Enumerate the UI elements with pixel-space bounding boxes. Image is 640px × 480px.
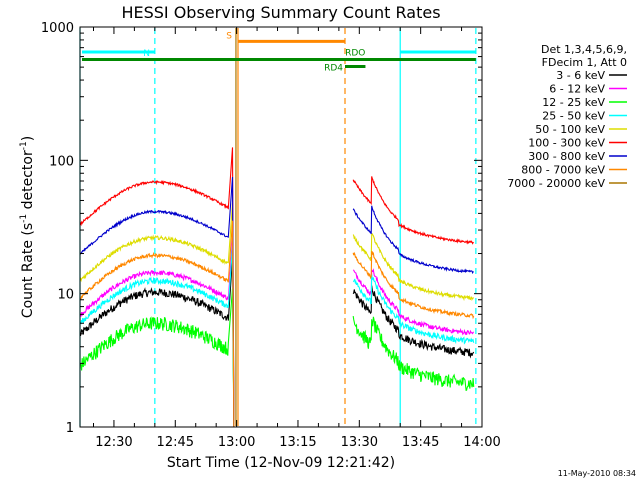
series-12-25kev-pre	[80, 288, 235, 428]
series-800-7000kev-pre	[79, 220, 235, 428]
series-50-100kev-post	[352, 233, 475, 302]
series-800-7000kev-post	[352, 251, 475, 320]
series-6-12kev-pre	[79, 237, 235, 428]
legend-label: 25 - 50 keV	[542, 110, 605, 123]
y-label-part-1: Count Rate (s	[20, 223, 36, 318]
y-axis-label: Count Rate (s-1 detector-1)	[19, 136, 36, 318]
flag-label-s: S	[226, 31, 232, 41]
flag-label-rd4: RD4	[324, 64, 343, 74]
y-label-exp-1: -1	[19, 214, 29, 223]
legend-header-line-1: Det 1,3,4,5,6,9,	[541, 43, 627, 56]
plot-frame	[79, 26, 483, 428]
x-tick-label: 14:00	[463, 435, 500, 450]
footer-timestamp: 11-May-2010 08:34	[558, 469, 636, 478]
legend-label: 800 - 7000 keV	[521, 164, 605, 177]
legend-label: 12 - 25 keV	[542, 96, 605, 109]
series-50-100kev-pre	[79, 203, 235, 428]
x-tick-label: 13:45	[402, 435, 439, 450]
x-tick-label: 12:45	[157, 435, 194, 450]
legend-header-line-2: FDecim 1, Att 0	[542, 56, 627, 69]
legend-label: 100 - 300 keV	[528, 137, 605, 150]
flag-label-rdo: RDO	[345, 49, 365, 59]
x-tick-label: 12:30	[95, 435, 132, 450]
series-100-300kev-post	[352, 176, 474, 245]
chart-title: HESSI Observing Summary Count Rates	[121, 3, 440, 22]
legend-label: 3 - 6 keV	[556, 69, 605, 82]
y-label-exp-2: -1	[19, 141, 29, 150]
legend-label: 300 - 800 keV	[528, 150, 605, 163]
legend-label: 6 - 12 keV	[549, 83, 605, 96]
legend-label: 7000 - 20000 keV	[507, 177, 605, 190]
series-25-50kev-pre	[80, 246, 235, 428]
y-axis: 1 10 100 1000	[41, 21, 482, 436]
x-tick-label: 13:30	[341, 435, 378, 450]
series-12-25kev-post	[352, 316, 475, 391]
flag-label-n: N	[143, 49, 150, 59]
y-tick-label: 1000	[41, 21, 74, 36]
series-100-300kev-pre	[79, 147, 235, 428]
legend: Det 1,3,4,5,6,9, FDecim 1, Att 0 3 - 6 k…	[507, 43, 627, 190]
y-label-part-3: )	[20, 136, 36, 141]
x-tick-label: 13:15	[279, 435, 316, 450]
x-axis: 12:30 12:45 13:00 13:15 13:30 13:45 14:00	[92, 27, 501, 450]
series-3-6kev-pre	[79, 257, 235, 428]
legend-label: 50 - 100 keV	[535, 123, 605, 136]
y-tick-label: 100	[49, 154, 74, 169]
series-300-800kev-post	[352, 205, 474, 275]
series-25-50kev-post	[352, 274, 475, 345]
series-3-6kev-post	[352, 285, 475, 359]
y-label-part-2: detector	[20, 150, 36, 214]
series-6-12kev-post	[353, 268, 475, 336]
y-tick-label: 10	[57, 288, 74, 303]
series-300-800kev-pre	[79, 176, 235, 428]
x-axis-label: Start Time (12-Nov-09 12:21:42)	[167, 455, 395, 471]
y-tick-label: 1	[66, 421, 74, 436]
x-tick-label: 13:00	[218, 435, 255, 450]
